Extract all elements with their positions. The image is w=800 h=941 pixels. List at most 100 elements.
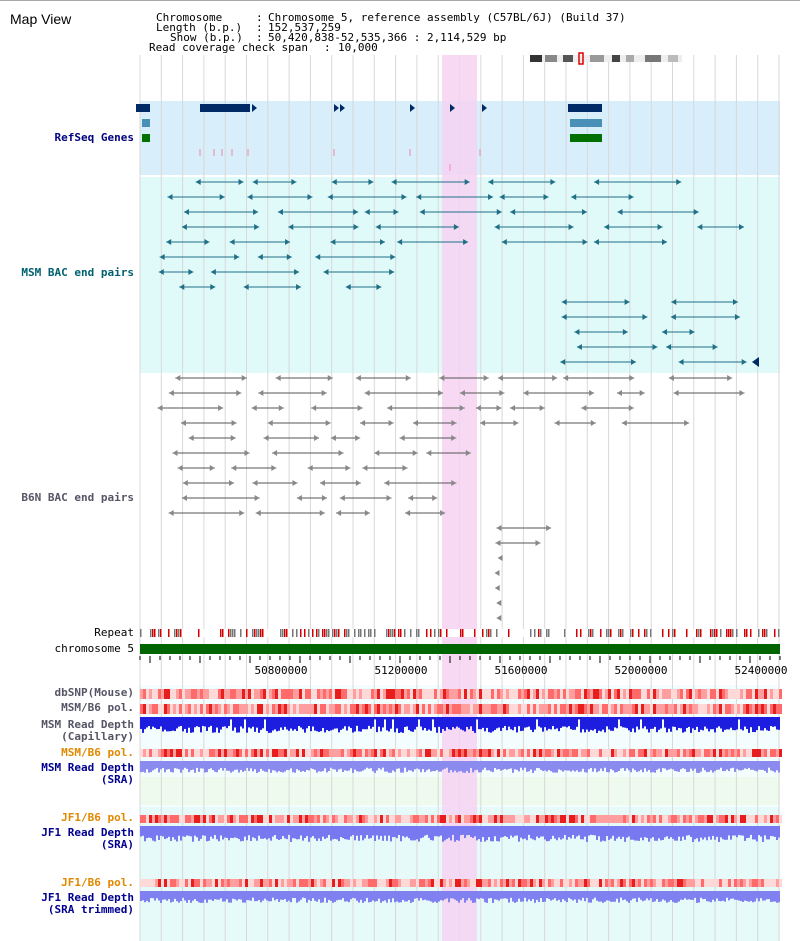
track-label-msm-bac[interactable]: MSM BAC end pairs — [21, 266, 134, 279]
dbsnp-strip — [149, 689, 152, 699]
jf1-pol-strip — [164, 815, 167, 823]
msm-depth-cap-bar — [296, 717, 298, 731]
track-label-msm-pol-2[interactable]: MSM/B6 pol. — [61, 746, 134, 759]
jf1-depth-bar — [178, 826, 180, 836]
track-label-msm-depth-sra-1[interactable]: MSM Read Depth — [41, 761, 134, 774]
repeat-element — [632, 629, 634, 637]
jf1-depth-bar — [388, 826, 390, 836]
dbsnp-strip — [722, 689, 725, 699]
msm-depth-cap-bar — [578, 717, 580, 720]
jf1-depth-bar — [634, 826, 636, 841]
msm-depth-sra-bar — [630, 761, 632, 773]
jf1-pol-strip — [629, 815, 632, 823]
b6n-bac-end — [496, 525, 502, 531]
msm-pol-strip — [380, 704, 383, 714]
track-label-jf1-pol[interactable]: JF1/B6 pol. — [61, 811, 134, 824]
b6n-bac-end — [523, 390, 529, 396]
repeat-element — [292, 629, 294, 637]
msm-pol-strip — [710, 704, 713, 714]
repeat-element — [488, 629, 490, 637]
msm-pol2-strip — [218, 749, 221, 757]
msm-depth-sra-bar — [276, 761, 278, 773]
dbsnp-strip — [275, 689, 278, 699]
jf1-depth-trim-bar — [522, 891, 524, 902]
jf1-depth-trim-bar — [532, 891, 534, 900]
track-label-b6n-bac[interactable]: B6N BAC end pairs — [21, 491, 134, 504]
msm-pol2-strip — [386, 749, 389, 757]
repeat-element — [234, 629, 236, 637]
msm-depth-cap-bar — [566, 717, 568, 728]
msm-depth-cap-bar — [482, 717, 484, 728]
msm-depth-cap-bar — [204, 717, 206, 727]
msm-depth-sra-bar — [688, 761, 690, 772]
msm-pol-strip — [695, 704, 698, 714]
jf1-pol-strip — [179, 815, 182, 823]
track-label-refseq[interactable]: RefSeq Genes — [54, 131, 134, 144]
repeat-element — [434, 629, 436, 637]
msm-depth-cap-bar — [532, 717, 534, 733]
msm-pol-strip — [755, 704, 758, 714]
track-label-msm-depth-cap-1[interactable]: MSM Read Depth — [41, 718, 134, 731]
msm-depth-cap-bar — [376, 717, 378, 733]
msm-pol-strip — [329, 704, 332, 714]
msm-depth-sra-bar — [172, 761, 174, 773]
jf1-pol-strip — [719, 815, 722, 823]
jf1-depth-trim-bar — [506, 891, 508, 899]
msm-depth-cap-bar — [436, 717, 438, 733]
jf1-pol2-strip — [674, 879, 677, 887]
jf1-depth-bar — [360, 826, 362, 836]
dbsnp-strip — [407, 689, 410, 699]
track-label-jf1-depth-trim-1[interactable]: JF1 Read Depth — [41, 891, 134, 904]
msm-depth-cap-bar — [594, 717, 596, 730]
jf1-depth-bar — [320, 826, 322, 841]
msm-bac-end — [574, 329, 580, 335]
msm-pol-strip — [386, 704, 389, 714]
jf1-pol2-strip — [404, 879, 407, 887]
jf1-depth-bar — [628, 826, 630, 837]
msm-depth-sra-bar — [214, 761, 216, 772]
dbsnp-strip — [680, 689, 683, 699]
track-label-jf1-pol-2[interactable]: JF1/B6 pol. — [61, 876, 134, 889]
highlight-region — [442, 55, 477, 941]
msm-depth-sra-bar — [408, 761, 410, 771]
msm-pol-strip — [377, 704, 380, 714]
jf1-depth-trim-bar — [494, 891, 496, 900]
jf1-pol2-strip — [572, 879, 575, 887]
msm-bac-end — [739, 224, 745, 230]
msm-pol-strip — [314, 704, 317, 714]
jf1-pol2-strip — [251, 879, 254, 887]
msm-depth-cap-bar — [530, 717, 532, 730]
jf1-depth-bar — [778, 826, 780, 838]
b6n-bac-end — [254, 495, 260, 501]
msm-pol-strip — [212, 704, 215, 714]
msm-depth-sra-bar — [426, 761, 428, 771]
dbsnp-strip — [185, 689, 188, 699]
jf1-depth-trim-bar — [190, 891, 192, 903]
track-label-msm-pol[interactable]: MSM/B6 pol. — [61, 701, 134, 714]
msm-bac-end — [416, 194, 422, 200]
jf1-pol2-strip — [578, 879, 581, 887]
jf1-pol2-strip — [194, 879, 197, 887]
dbsnp-strip — [179, 689, 182, 699]
msm-depth-cap-bar — [182, 717, 184, 732]
msm-depth-cap-bar — [388, 717, 390, 732]
msm-pol2-strip — [491, 749, 494, 757]
jf1-pol2-strip — [713, 879, 716, 887]
track-label-jf1-depth-1[interactable]: JF1 Read Depth — [41, 826, 134, 839]
msm-depth-sra-bar — [578, 761, 580, 772]
msm-pol2-strip — [197, 749, 200, 757]
repeat-element — [344, 629, 346, 637]
jf1-depth-bar — [646, 826, 648, 838]
b6n-bac-end — [168, 510, 174, 516]
track-label-dbsnp[interactable]: dbSNP(Mouse) — [54, 686, 134, 699]
dbsnp-strip — [446, 689, 449, 699]
repeat-element — [160, 629, 162, 637]
jf1-pol-strip — [689, 815, 692, 823]
jf1-depth-bar — [276, 826, 278, 839]
dbsnp-strip — [428, 689, 431, 699]
b6n-bac-end — [275, 375, 281, 381]
dbsnp-strip — [209, 689, 212, 699]
b6n-bac-end — [330, 435, 336, 441]
msm-depth-cap-bar — [408, 717, 410, 731]
